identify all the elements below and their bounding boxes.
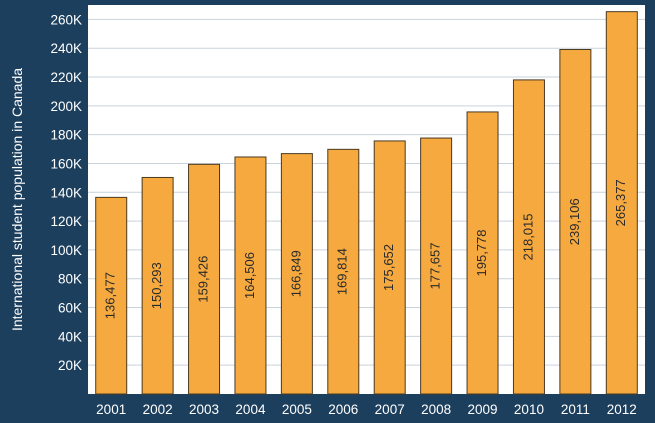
bar-data-label: 164,506 <box>242 252 257 299</box>
x-tick-label: 2010 <box>514 402 544 417</box>
x-axis-ticks: 2001 2002 2003 2004 2005 2006 2007 2008 2009 2010… <box>96 402 637 417</box>
x-tick-label: 2006 <box>328 402 358 417</box>
bar <box>188 163 221 395</box>
y-tick-label: 60K <box>58 301 82 316</box>
y-tick-label: 220K <box>50 70 82 85</box>
bar-data-label: 166,849 <box>288 250 303 297</box>
y-tick-label: 180K <box>50 128 82 143</box>
x-tick-label: 2005 <box>282 402 312 417</box>
y-tick-label: 20K <box>58 358 82 373</box>
bar-data-label: 177,657 <box>428 243 443 290</box>
y-axis-title: International student population in Cana… <box>9 68 25 331</box>
x-tick-label: 2001 <box>96 402 126 417</box>
y-tick-label: 200K <box>50 99 82 114</box>
bar <box>605 11 638 395</box>
x-tick-label: 2004 <box>235 402 266 417</box>
bar <box>95 196 128 395</box>
x-tick-label: 2008 <box>421 402 451 417</box>
bar <box>466 111 499 395</box>
bar <box>327 148 360 395</box>
bar-data-label: 136,477 <box>103 272 118 319</box>
plot-area <box>88 5 645 394</box>
bar-data-label: 159,426 <box>195 256 210 303</box>
x-tick-label: 2003 <box>189 402 219 417</box>
bar-data-label: 195,778 <box>474 229 489 276</box>
bar <box>559 49 592 395</box>
bar <box>280 153 313 395</box>
y-tick-label: 140K <box>50 185 82 200</box>
bar-data-label: 175,652 <box>381 244 396 291</box>
y-tick-label: 80K <box>58 272 82 287</box>
bar-data-label: 169,814 <box>335 248 350 295</box>
y-tick-label: 160K <box>50 156 82 171</box>
y-tick-label: 260K <box>50 12 82 27</box>
bar <box>373 140 406 395</box>
gridlines <box>88 18 645 366</box>
y-axis-ticks: 20K 40K 60K 80K 100K 120K 140K 160K 180K 200K 220K… <box>50 12 82 373</box>
bar <box>512 79 545 395</box>
bar-data-label: 218,015 <box>520 213 535 260</box>
x-tick-label: 2011 <box>561 402 590 417</box>
bar-data-label: 265,377 <box>613 179 628 226</box>
x-tick-label: 2007 <box>375 402 405 417</box>
y-tick-label: 120K <box>50 214 82 229</box>
y-tick-label: 40K <box>58 329 82 344</box>
bar <box>141 176 174 395</box>
bar <box>420 137 453 395</box>
x-tick-label: 2012 <box>607 402 637 417</box>
bar <box>234 156 267 395</box>
bar-data-label: 150,293 <box>149 262 164 309</box>
x-tick-label: 2009 <box>468 402 498 417</box>
bars: 136,477 150,293 159,426 164,506 166,849 169,8… <box>95 11 638 395</box>
x-tick-label: 2002 <box>143 402 173 417</box>
y-tick-label: 100K <box>50 243 82 258</box>
bar-data-label: 239,106 <box>567 198 582 245</box>
y-tick-label: 240K <box>50 41 82 56</box>
